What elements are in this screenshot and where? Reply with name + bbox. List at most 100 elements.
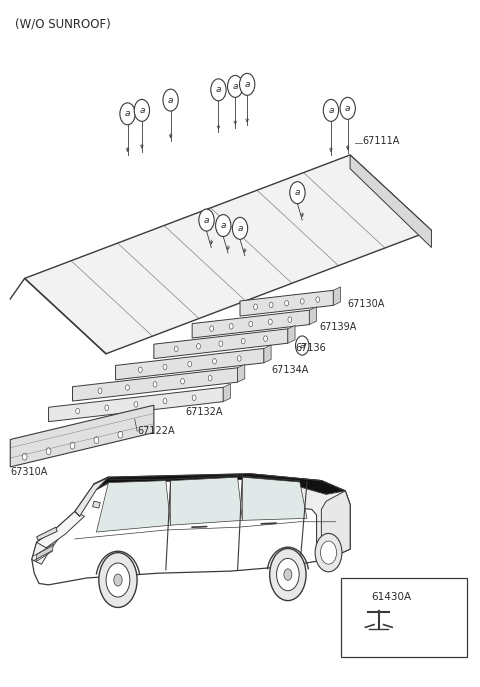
Circle shape [288,317,292,322]
Polygon shape [72,368,238,401]
Polygon shape [10,405,154,467]
Polygon shape [240,291,333,316]
Text: a: a [345,104,350,113]
Polygon shape [154,329,288,359]
Circle shape [163,398,167,404]
Circle shape [213,359,216,364]
Circle shape [240,74,255,95]
Circle shape [228,76,243,98]
Circle shape [264,336,267,341]
Circle shape [199,209,214,231]
Text: a: a [168,95,173,104]
Text: a: a [300,341,305,350]
Polygon shape [24,155,432,354]
Text: 67111A: 67111A [362,136,399,146]
Circle shape [300,299,304,304]
FancyBboxPatch shape [340,578,468,657]
Polygon shape [264,345,271,363]
Circle shape [276,559,299,591]
Text: a: a [139,106,144,115]
Circle shape [70,442,75,449]
Polygon shape [322,491,350,559]
Circle shape [46,448,51,455]
Polygon shape [116,348,264,380]
Circle shape [106,563,130,597]
Circle shape [216,214,231,236]
Text: 67134A: 67134A [271,365,309,374]
Text: a: a [232,82,238,91]
Circle shape [347,585,364,609]
Polygon shape [36,512,84,548]
Circle shape [126,385,130,390]
Polygon shape [96,474,345,495]
Circle shape [316,297,320,302]
Circle shape [180,379,184,384]
Polygon shape [350,155,432,247]
Circle shape [208,375,212,381]
Circle shape [211,79,226,101]
Text: 67130A: 67130A [348,299,385,308]
Circle shape [138,367,142,372]
Circle shape [340,98,355,120]
Circle shape [237,356,241,361]
Polygon shape [192,310,310,338]
Circle shape [188,361,192,367]
Text: 67122A: 67122A [137,426,175,436]
Circle shape [76,408,80,414]
Circle shape [99,552,137,607]
Circle shape [134,402,138,407]
Circle shape [284,569,292,581]
Text: a: a [244,80,250,89]
Circle shape [232,217,248,239]
Text: a: a [353,592,359,602]
Polygon shape [333,287,340,306]
Polygon shape [310,307,317,324]
Polygon shape [288,326,295,344]
Circle shape [323,100,338,122]
Circle shape [94,437,99,444]
Text: 61430A: 61430A [372,592,412,602]
Circle shape [268,319,272,324]
Circle shape [163,364,167,370]
Text: 67136: 67136 [295,344,326,353]
Circle shape [174,346,178,352]
Polygon shape [223,384,230,402]
Text: a: a [125,109,130,118]
Circle shape [270,548,306,600]
Text: a: a [204,216,209,225]
Polygon shape [48,387,223,422]
Polygon shape [242,477,307,520]
Circle shape [296,336,309,355]
Circle shape [285,300,288,306]
Circle shape [163,89,178,111]
Circle shape [22,453,27,460]
Circle shape [253,304,257,310]
Text: 67132A: 67132A [185,407,222,417]
Text: (W/O SUNROOF): (W/O SUNROOF) [15,18,111,31]
Text: a: a [295,188,300,197]
Circle shape [249,322,252,327]
Text: a: a [237,224,243,233]
Circle shape [229,324,233,329]
Circle shape [290,181,305,203]
Circle shape [120,103,135,125]
Circle shape [98,388,102,394]
Circle shape [219,341,223,346]
Polygon shape [96,481,170,532]
Circle shape [114,574,122,586]
Text: 67310A: 67310A [10,466,48,477]
Circle shape [192,395,196,401]
Polygon shape [93,502,100,508]
Polygon shape [32,528,58,564]
Polygon shape [32,474,350,585]
Circle shape [210,326,214,331]
Polygon shape [170,477,242,525]
Circle shape [197,344,201,349]
Polygon shape [238,364,245,382]
Circle shape [153,382,157,387]
Circle shape [105,405,108,411]
Text: 67139A: 67139A [319,322,356,332]
Polygon shape [36,527,57,540]
Circle shape [315,533,342,572]
Text: a: a [220,221,226,230]
